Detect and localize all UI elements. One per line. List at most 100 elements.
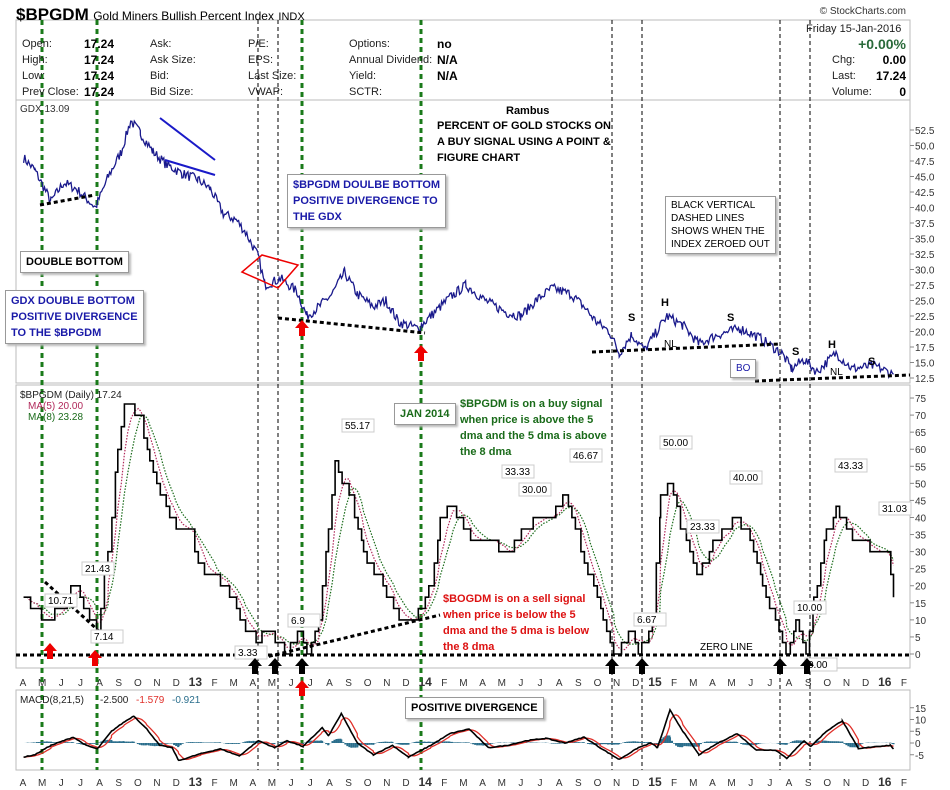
x-tick-label: N [153, 778, 160, 789]
y-tick-label: 40.0 [915, 204, 935, 215]
x-tick-label: S [345, 678, 352, 689]
x-tick-label: M [38, 778, 46, 789]
y-tick-label: 25.0 [915, 297, 935, 308]
macd-signal-line [23, 714, 894, 761]
x-tick-label: 16 [878, 775, 892, 789]
y-tick-label: -5 [915, 751, 924, 762]
x-tick-label: D [173, 678, 180, 689]
x-tick-label: M [268, 678, 276, 689]
x-tick-label: J [538, 678, 543, 689]
panel-frame-1 [15, 384, 911, 669]
y-tick-label: 5 [915, 633, 921, 644]
data-label: 23.33 [690, 522, 715, 533]
y-tick-label: 70 [915, 411, 927, 422]
hs2-right-shoulder: S [868, 356, 876, 368]
x-tick-label: A [709, 678, 716, 689]
y-tick-label: 10 [915, 716, 927, 727]
y-tick-label: 15 [915, 599, 927, 610]
field-label: Bid Size: [150, 86, 194, 98]
x-tick-label: M [268, 778, 276, 789]
y-tick-label: 10 [915, 616, 927, 627]
data-label-box [81, 561, 115, 576]
pct-change: +0.00% [858, 36, 906, 52]
black-arrow-icon [295, 658, 309, 674]
note-line: GDX DOUBLE BOTTOM [11, 295, 135, 307]
field-label: Annual Dividend: [349, 54, 433, 66]
vertical-lines-note: BLACK VERTICAL DASHED LINES SHOWS WHEN T… [665, 196, 776, 254]
x-tick-label: O [134, 778, 142, 789]
watermark: © StockCharts.com [819, 6, 906, 17]
data-label: 6.67 [637, 615, 657, 626]
channel-line [164, 159, 216, 176]
red-arrow-icon [43, 643, 57, 659]
x-tick-label: F [441, 778, 447, 789]
y-tick-label: 0 [915, 650, 921, 661]
data-label: 30.00 [522, 485, 547, 496]
x-tick-label: A [20, 678, 27, 689]
x-tick-label: D [632, 678, 639, 689]
field-label: EPS: [248, 54, 274, 66]
x-tick-label: D [402, 678, 409, 689]
trendline [591, 342, 781, 354]
y-tick-label: 15.0 [915, 359, 935, 370]
x-tick-label: F [901, 678, 907, 689]
zero-line-label: ZERO LINE [700, 642, 753, 653]
note-line: FIGURE CHART [437, 152, 521, 164]
x-tick-label: S [345, 778, 352, 789]
note-line: PERCENT OF GOLD STOCKS ON [437, 120, 611, 132]
x-tick-label: M [727, 678, 735, 689]
y-tick-label: 20 [915, 582, 927, 593]
field-value: N/A [437, 53, 458, 67]
y-tick-label: 0 [915, 739, 921, 750]
field-label: High: [22, 54, 48, 66]
hs2-left-shoulder: S [792, 346, 800, 358]
x-tick-label: N [383, 678, 390, 689]
y-tick-label: 5 [915, 727, 921, 738]
data-label: 6.9 [291, 616, 305, 627]
note-line: DASHED LINES [671, 213, 745, 224]
bpgdm-double-bottom-note: $BPGDM DOULBE BOTTOM POSITIVE DIVERGENCE… [287, 174, 447, 228]
x-tick-label: 13 [189, 775, 203, 789]
x-tick-label: 16 [878, 675, 892, 689]
field-label: Bid: [150, 70, 169, 82]
y-tick-label: 75 [915, 394, 927, 405]
x-tick-label: S [115, 778, 122, 789]
chart-title: $BPGDM Gold Miners Bullish Percent Index… [16, 5, 305, 25]
y-tick-label: 55 [915, 462, 927, 473]
data-label: 46.67 [573, 451, 598, 462]
x-tick-label: O [364, 678, 372, 689]
red-arrow-icon [295, 680, 309, 696]
macd-value: -2.500 [100, 695, 129, 706]
x-tick-label: D [632, 778, 639, 789]
note-line: A BUY SIGNAL USING A POINT & [437, 136, 611, 148]
field-label: Open: [22, 38, 52, 50]
x-tick-label: F [671, 778, 677, 789]
x-tick-label: D [862, 778, 869, 789]
neckline2-label: NL [830, 367, 843, 378]
buy-signal-note: $BPGDM is on a buy signal when price is … [460, 396, 607, 460]
field-value: 17.24 [84, 53, 115, 67]
volume-value: 0 [899, 85, 906, 99]
x-tick-label: O [594, 778, 602, 789]
field-value: 17.24 [84, 85, 115, 99]
data-label-box [834, 458, 868, 473]
note-line: when price is below the 5 [443, 609, 576, 621]
macd-legend: MACD(8,21,5) [20, 695, 84, 706]
y-tick-label: 17.5 [915, 343, 935, 354]
data-label-box [501, 464, 535, 479]
x-tick-label: J [78, 778, 83, 789]
x-tick-label: A [249, 778, 256, 789]
last-label: Last: [832, 70, 856, 82]
macd-hist-value: -0.921 [172, 695, 201, 706]
x-tick-label: 14 [418, 775, 432, 789]
bpgdm-legend: $BPGDM (Daily) 17.24 [20, 390, 122, 401]
note-line: POSITIVE DIVERGENCE TO [293, 195, 438, 207]
x-tick-label: N [153, 678, 160, 689]
x-tick-label: S [575, 678, 582, 689]
index-name: Gold Miners Bullish Percent Index [93, 9, 274, 23]
x-tick-label: D [862, 678, 869, 689]
data-label: 50.00 [663, 438, 688, 449]
field-label: Ask: [150, 38, 172, 50]
data-label-box [518, 482, 552, 497]
chg-label: Chg: [832, 54, 856, 66]
